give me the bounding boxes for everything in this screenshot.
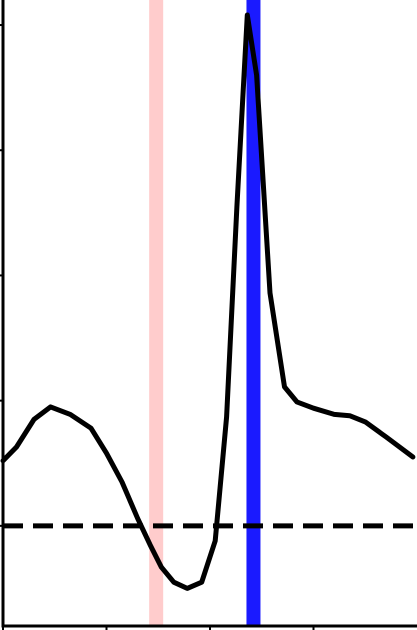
- series-line-1: [0, 12, 416, 591]
